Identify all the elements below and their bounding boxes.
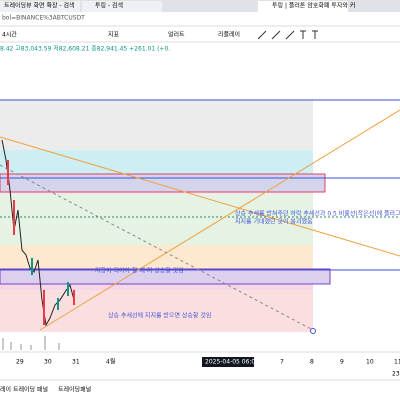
x-label: 30 — [44, 359, 52, 366]
tab[interactable] — [0, 1, 80, 12]
x-label: 7 — [280, 359, 284, 366]
tab-title[interactable]: 투링 | 플러톤 암호화폐 투자와 커 — [272, 2, 355, 10]
toolbar-item[interactable]: 리플레이 — [218, 31, 240, 39]
annotation: 지지를 기대했던 곳이 붕괴했음 — [235, 218, 313, 226]
x-label: 11 — [394, 359, 400, 366]
x-label: 31 — [72, 359, 80, 366]
x-label: 4월 — [106, 358, 115, 366]
annotation: 상승 추세선에 지지를 받으면 상승할 것임 — [108, 312, 211, 320]
cursor-label-bg — [202, 357, 254, 367]
panel-tab[interactable]: 레이 트레이딩 패널 — [0, 386, 48, 394]
toolbar-item[interactable]: 얼러트 — [168, 31, 185, 39]
address[interactable]: bol=BINANCE%3ABTCUSDT — [2, 15, 85, 22]
x-label: 8 — [310, 359, 314, 366]
annotation: 상승 추세를 받쳐주던 하락 추세선과 0.5 비율선(작은선)에 플러그 — [235, 210, 400, 218]
annotation: 저항이 되어야 할 때 지 상승할 것임 — [95, 267, 184, 275]
cursor-label: 2025-04-05 06:00 — [205, 359, 259, 366]
corner-label: 23 — [392, 371, 400, 378]
tab-title[interactable]: 투링 - 검색 — [95, 2, 123, 10]
tab[interactable] — [82, 1, 162, 12]
ohlc: 8.42 고83,043.59 저82,608.21 종82,941.45 +2… — [0, 45, 170, 53]
tab-title[interactable]: 트레이딩뷰 화면 확장 - 검색 — [4, 2, 75, 10]
x-label: 29 — [16, 359, 24, 366]
toolbar-item[interactable]: 4시간 — [2, 31, 17, 39]
x-label: 10 — [366, 359, 374, 366]
drawing-tools[interactable] — [257, 30, 318, 40]
x-label: 9 — [340, 359, 344, 366]
chart — [0, 99, 400, 350]
address-bar[interactable] — [0, 12, 400, 25]
tab[interactable] — [258, 1, 348, 12]
panel-tab[interactable]: 트레이딩패널 — [58, 386, 91, 394]
toolbar-item[interactable]: 지표 — [108, 31, 120, 39]
